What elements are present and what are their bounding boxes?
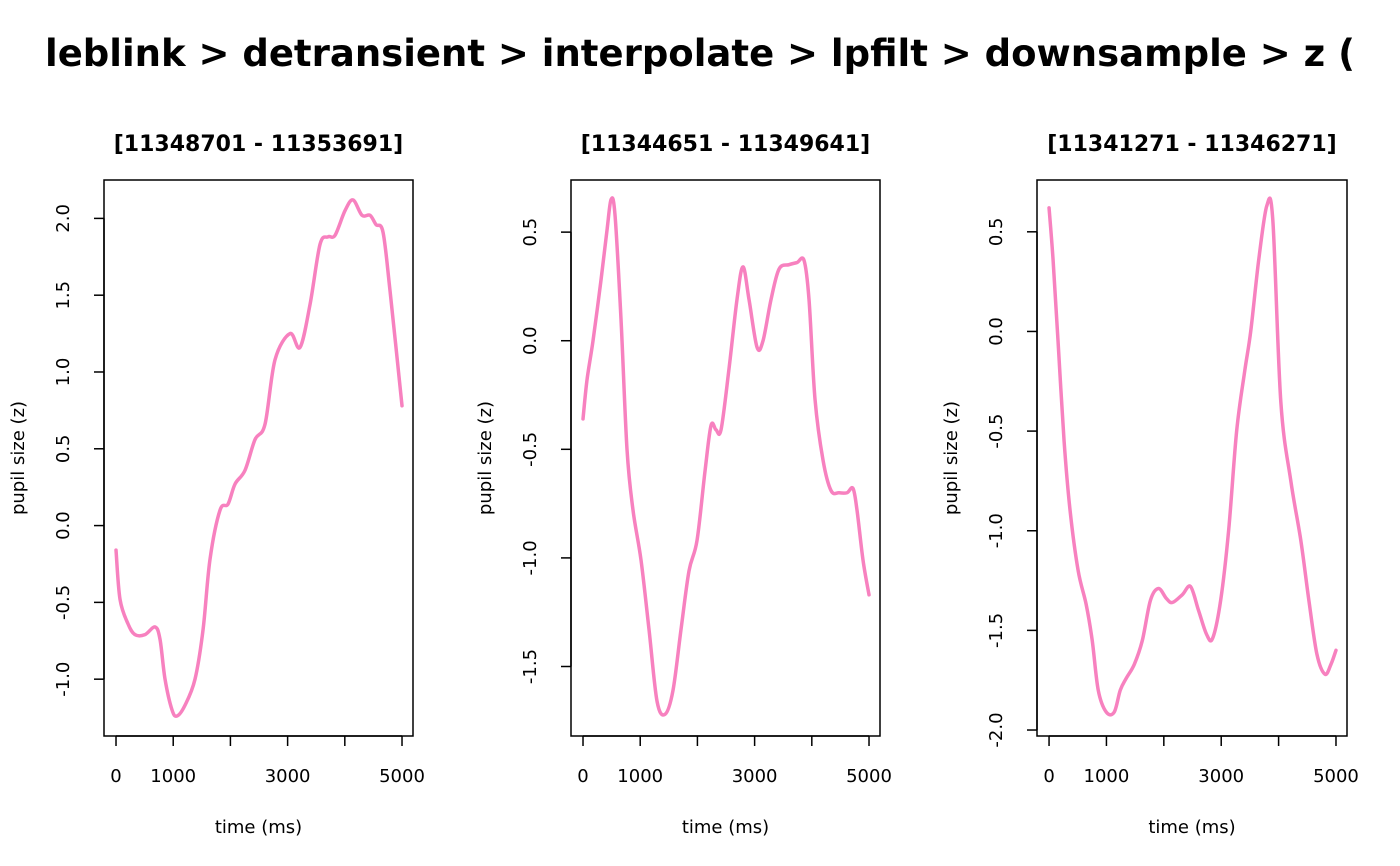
x-tick-label: 3000	[265, 766, 311, 787]
panel-2: [11344651 - 11349641] 0 1000 3000 5000 -1.5 -1…	[475, 132, 892, 838]
y-tick-label: -1.0	[53, 662, 74, 697]
x-tick-label: 3000	[1198, 766, 1244, 787]
x-tick-label: 0	[577, 766, 588, 787]
y-tick-label: 2.0	[53, 204, 74, 233]
x-axis-label: time (ms)	[215, 817, 302, 838]
y-tick-label: 0.0	[986, 317, 1007, 346]
y-axis-label: pupil size (z)	[8, 401, 29, 515]
x-tick-label: 3000	[732, 766, 778, 787]
y-tick-label: 1.5	[53, 281, 74, 310]
x-tick-label: 5000	[379, 766, 425, 787]
y-tick-label: 0.5	[53, 434, 74, 463]
y-axis-label: pupil size (z)	[475, 401, 496, 515]
panel-title: [11344651 - 11349641]	[581, 132, 870, 157]
y-tick-label: 0.5	[520, 218, 541, 247]
series-line	[114, 198, 404, 719]
y-tick-label: -0.5	[520, 432, 541, 467]
y-tick-label: 0.5	[986, 217, 1007, 246]
x-tick-label: 0	[1043, 766, 1054, 787]
x-tick-label: 1000	[150, 766, 196, 787]
y-tick-label: -0.5	[53, 585, 74, 620]
y-tick-label: -0.5	[986, 414, 1007, 449]
y-tick-label: -1.0	[520, 540, 541, 575]
y-tick-label: 0.0	[520, 326, 541, 355]
x-tick-label: 1000	[1084, 766, 1130, 787]
y-tick-label: -1.5	[986, 613, 1007, 648]
x-axis-label: time (ms)	[682, 817, 769, 838]
x-tick-label: 5000	[1313, 766, 1359, 787]
panel-3: [11341271 - 11346271] 0 1000 3000 5000 -2.0 -1…	[941, 132, 1359, 838]
series-line	[581, 196, 871, 717]
x-tick-label: 5000	[846, 766, 892, 787]
x-tick-label: 0	[110, 766, 121, 787]
y-axis-label: pupil size (z)	[941, 401, 962, 515]
series-line	[1047, 196, 1338, 717]
plot-frame	[1036, 179, 1348, 737]
y-tick-label: -2.0	[986, 712, 1007, 747]
y-tick-label: 1.0	[53, 358, 74, 387]
plot-frame	[103, 179, 414, 737]
panel-title: [11348701 - 11353691]	[114, 132, 403, 157]
panel-title: [11341271 - 11346271]	[1047, 132, 1336, 157]
panel-1: [11348701 - 11353691] 0 1000 3000 5000 -1.0 -0…	[8, 132, 425, 838]
y-tick-label: -1.0	[986, 513, 1007, 548]
x-axis-label: time (ms)	[1148, 817, 1235, 838]
main-title: leblink > detransient > interpolate > lp…	[45, 32, 1355, 75]
y-tick-label: -1.5	[520, 649, 541, 684]
x-tick-label: 1000	[617, 766, 663, 787]
y-tick-label: 0.0	[53, 511, 74, 540]
